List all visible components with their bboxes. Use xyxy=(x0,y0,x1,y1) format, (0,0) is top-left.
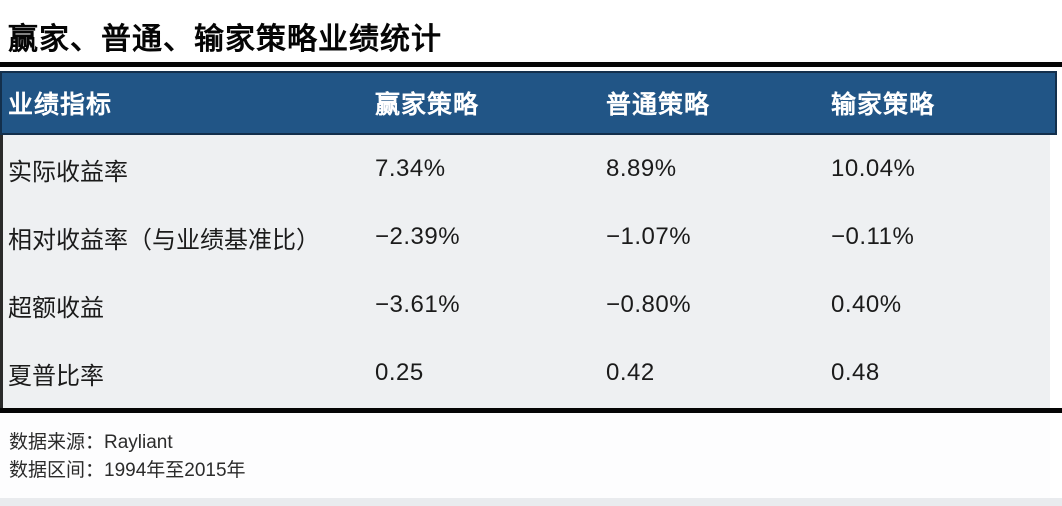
cell-value: −2.39% xyxy=(375,223,461,250)
table-footnotes: 数据来源：Rayliant 数据区间：1994年至2015年 xyxy=(0,413,1050,498)
row-label: 相对收益率（与业绩基准比） xyxy=(8,226,320,254)
cell-value: 10.04% xyxy=(831,155,916,182)
table-row: 超额收益 −3.61% −0.80% 0.40% xyxy=(3,271,1050,339)
cell-value: 0.48 xyxy=(831,359,880,386)
bottom-edge-strip xyxy=(0,498,1062,506)
cell-value: −0.11% xyxy=(831,223,915,250)
page-title: 赢家、普通、输家策略业绩统计 xyxy=(8,23,442,56)
table-body: 实际收益率 7.34% 8.89% 10.04% 相对收益率（与业绩基准比） −… xyxy=(0,135,1050,408)
title-divider xyxy=(0,62,1062,67)
cell-value: 0.42 xyxy=(606,359,655,386)
cell-value: −3.61% xyxy=(375,291,461,318)
table-row: 夏普比率 0.25 0.42 0.48 xyxy=(3,339,1050,407)
table-row: 相对收益率（与业绩基准比） −2.39% −1.07% −0.11% xyxy=(3,203,1050,271)
header-cell-loser: 输家策略 xyxy=(831,91,936,119)
table-bottom-divider xyxy=(0,408,1062,413)
header-cell-average: 普通策略 xyxy=(606,91,711,119)
row-label: 夏普比率 xyxy=(8,362,104,390)
cell-value: 0.25 xyxy=(375,359,424,386)
cell-value: 0.40% xyxy=(831,291,902,318)
table-header-row: 业绩指标 赢家策略 普通策略 输家策略 xyxy=(0,71,1057,135)
header-cell-winner: 赢家策略 xyxy=(375,91,480,119)
data-period-note: 数据区间：1994年至2015年 xyxy=(9,460,246,481)
cell-value: −0.80% xyxy=(606,291,692,318)
header-cell-metric: 业绩指标 xyxy=(8,91,113,119)
cell-value: 8.89% xyxy=(606,155,677,182)
cell-value: −1.07% xyxy=(606,223,692,250)
table-row: 实际收益率 7.34% 8.89% 10.04% xyxy=(3,135,1050,203)
row-label: 超额收益 xyxy=(8,294,104,322)
cell-value: 7.34% xyxy=(375,155,446,182)
data-source-note: 数据来源：Rayliant xyxy=(9,432,173,453)
row-label: 实际收益率 xyxy=(8,158,128,186)
